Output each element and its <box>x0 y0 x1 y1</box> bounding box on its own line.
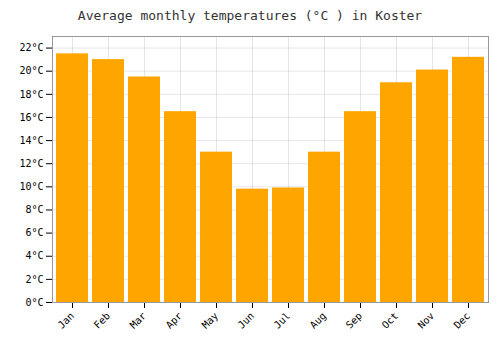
svg-text:Jan: Jan <box>56 310 77 331</box>
svg-text:20°C: 20°C <box>19 65 43 76</box>
svg-text:Nov: Nov <box>416 310 437 331</box>
svg-text:14°C: 14°C <box>19 135 43 146</box>
svg-text:Oct: Oct <box>380 310 401 331</box>
svg-text:Mar: Mar <box>128 310 149 331</box>
svg-text:Sep: Sep <box>344 310 365 331</box>
svg-text:22°C: 22°C <box>19 42 43 53</box>
html-text:Average monthly temperatures (: Average monthly temperatures (°C ) in Ko… <box>77 8 423 23</box>
svg-text:Apr: Apr <box>164 310 185 331</box>
svg-text:May: May <box>200 310 221 331</box>
svg-text:8°C: 8°C <box>25 204 43 215</box>
svg-text:12°C: 12°C <box>19 158 43 169</box>
svg-text:10°C: 10°C <box>19 181 43 192</box>
svg-text:Aug: Aug <box>308 310 329 331</box>
svg-text:Feb: Feb <box>92 310 113 331</box>
svg-text:18°C: 18°C <box>19 89 43 100</box>
svg-text:0°C: 0°C <box>25 297 43 308</box>
svg-text:Dec: Dec <box>452 310 473 331</box>
svg-text:16°C: 16°C <box>19 112 43 123</box>
svg-text:2°C: 2°C <box>25 274 43 285</box>
svg-text:6°C: 6°C <box>25 227 43 238</box>
svg-text:Jul: Jul <box>272 310 293 331</box>
svg-text:Jun: Jun <box>236 310 257 331</box>
svg-text:4°C: 4°C <box>25 250 43 261</box>
